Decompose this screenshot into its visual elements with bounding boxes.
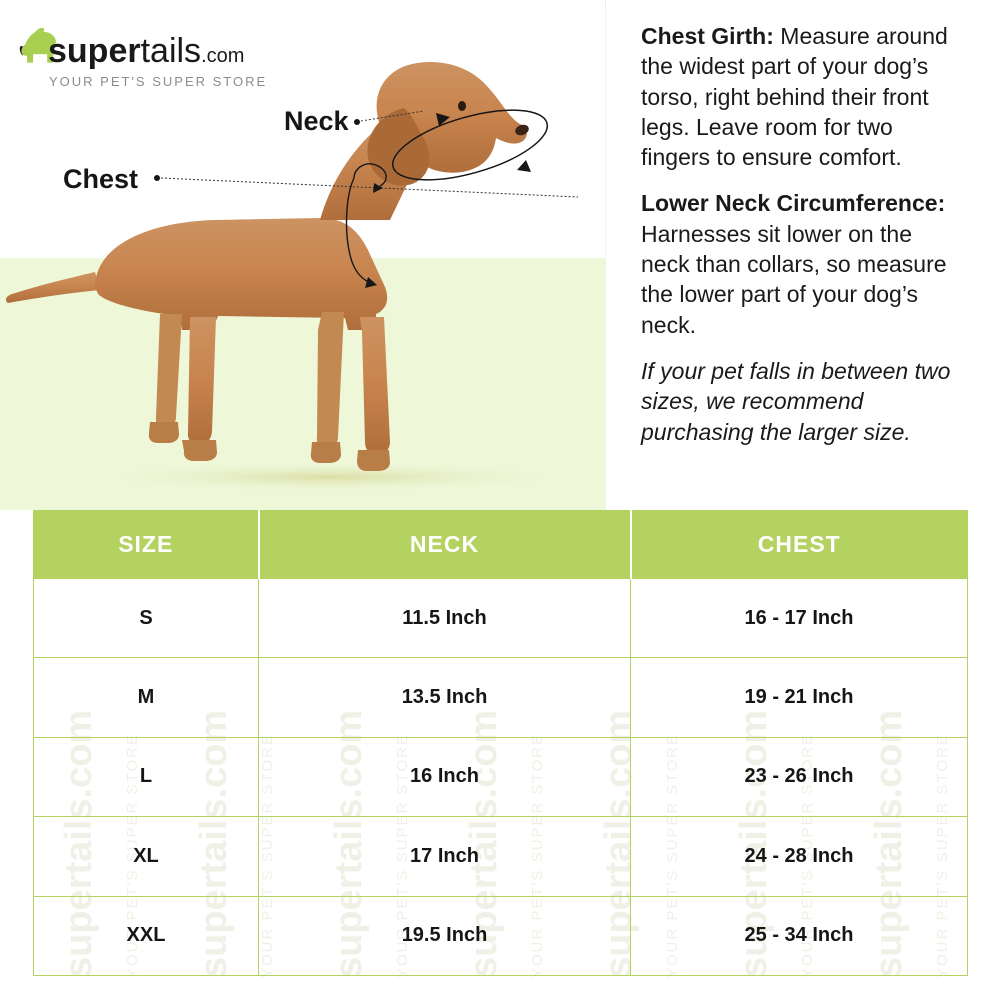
svg-text:Chest: Chest [63, 164, 138, 194]
svg-text:Neck: Neck [284, 106, 350, 136]
